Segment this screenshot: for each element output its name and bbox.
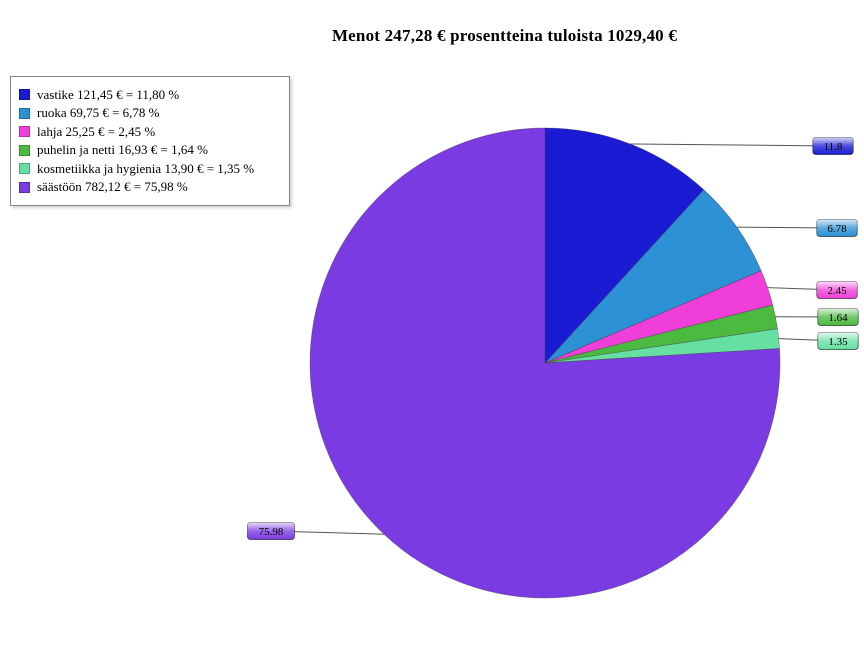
slice-label-text: 1.35 [828, 336, 848, 348]
slice-label-vastike: 11.8 [812, 137, 854, 155]
legend-swatch [19, 89, 30, 100]
slice-label-text: 11.8 [824, 141, 843, 153]
chart-title: Menot 247,28 € prosentteina tuloista 102… [331, 26, 678, 45]
slice-label-text: 2.45 [827, 285, 847, 297]
legend-swatch [19, 181, 30, 193]
pie-slice-säästöön [309, 127, 781, 599]
slice-label-lahja: 2.45 [816, 281, 858, 299]
legend-item-säästöön: säästöön 782,12 € = 75,98 % [19, 179, 281, 195]
legend-item-puhelin-ja-netti: puhelin ja netti 16,93 € = 1,64 % [19, 142, 281, 158]
legend-label: vastike 121,45 € = 11,80 % [37, 86, 180, 102]
legend-item-vastike: vastike 121,45 € = 11,80 % [19, 87, 281, 103]
legend-label: puhelin ja netti 16,93 € = 1,64 % [37, 142, 208, 157]
legend-swatch [19, 163, 30, 174]
pie-slice-vastike [544, 127, 705, 364]
slice-label-text: 75.98 [259, 526, 284, 538]
legend-item-lahja: lahja 25,25 € = 2,45 % [19, 124, 281, 140]
slice-label-ruoka: 6.78 [816, 219, 858, 237]
slice-label-puhelin-ja-netti: 1.64 [817, 308, 859, 326]
legend-item-kosmetiikka-ja-hygienia: kosmetiikka ja hygienia 13,90 € = 1,35 % [19, 161, 281, 177]
legend-label: kosmetiikka ja hygienia 13,90 € = 1,35 % [37, 160, 255, 176]
slice-label-kosmetiikka-ja-hygienia: 1.35 [817, 332, 859, 350]
legend-swatch [19, 144, 30, 156]
legend: vastike 121,45 € = 11,80 % ruoka 69,75 € … [10, 76, 290, 206]
legend-swatch [19, 126, 30, 137]
label-leader-line-vastike [630, 143, 834, 147]
legend-label: ruoka 69,75 € = 6,78 % [37, 105, 160, 120]
pie-slice-puhelin-ja-netti [544, 304, 778, 364]
legend-label: lahja 25,25 € = 2,45 % [37, 123, 156, 139]
legend-swatch [19, 107, 30, 119]
legend-item-ruoka: ruoka 69,75 € = 6,78 % [19, 105, 281, 121]
slice-label-text: 6.78 [827, 223, 847, 235]
slice-label-text: 1.64 [828, 312, 848, 324]
legend-label: säästöön 782,12 € = 75,98 % [37, 179, 188, 194]
slice-label-säästöön: 75.98 [247, 522, 295, 540]
